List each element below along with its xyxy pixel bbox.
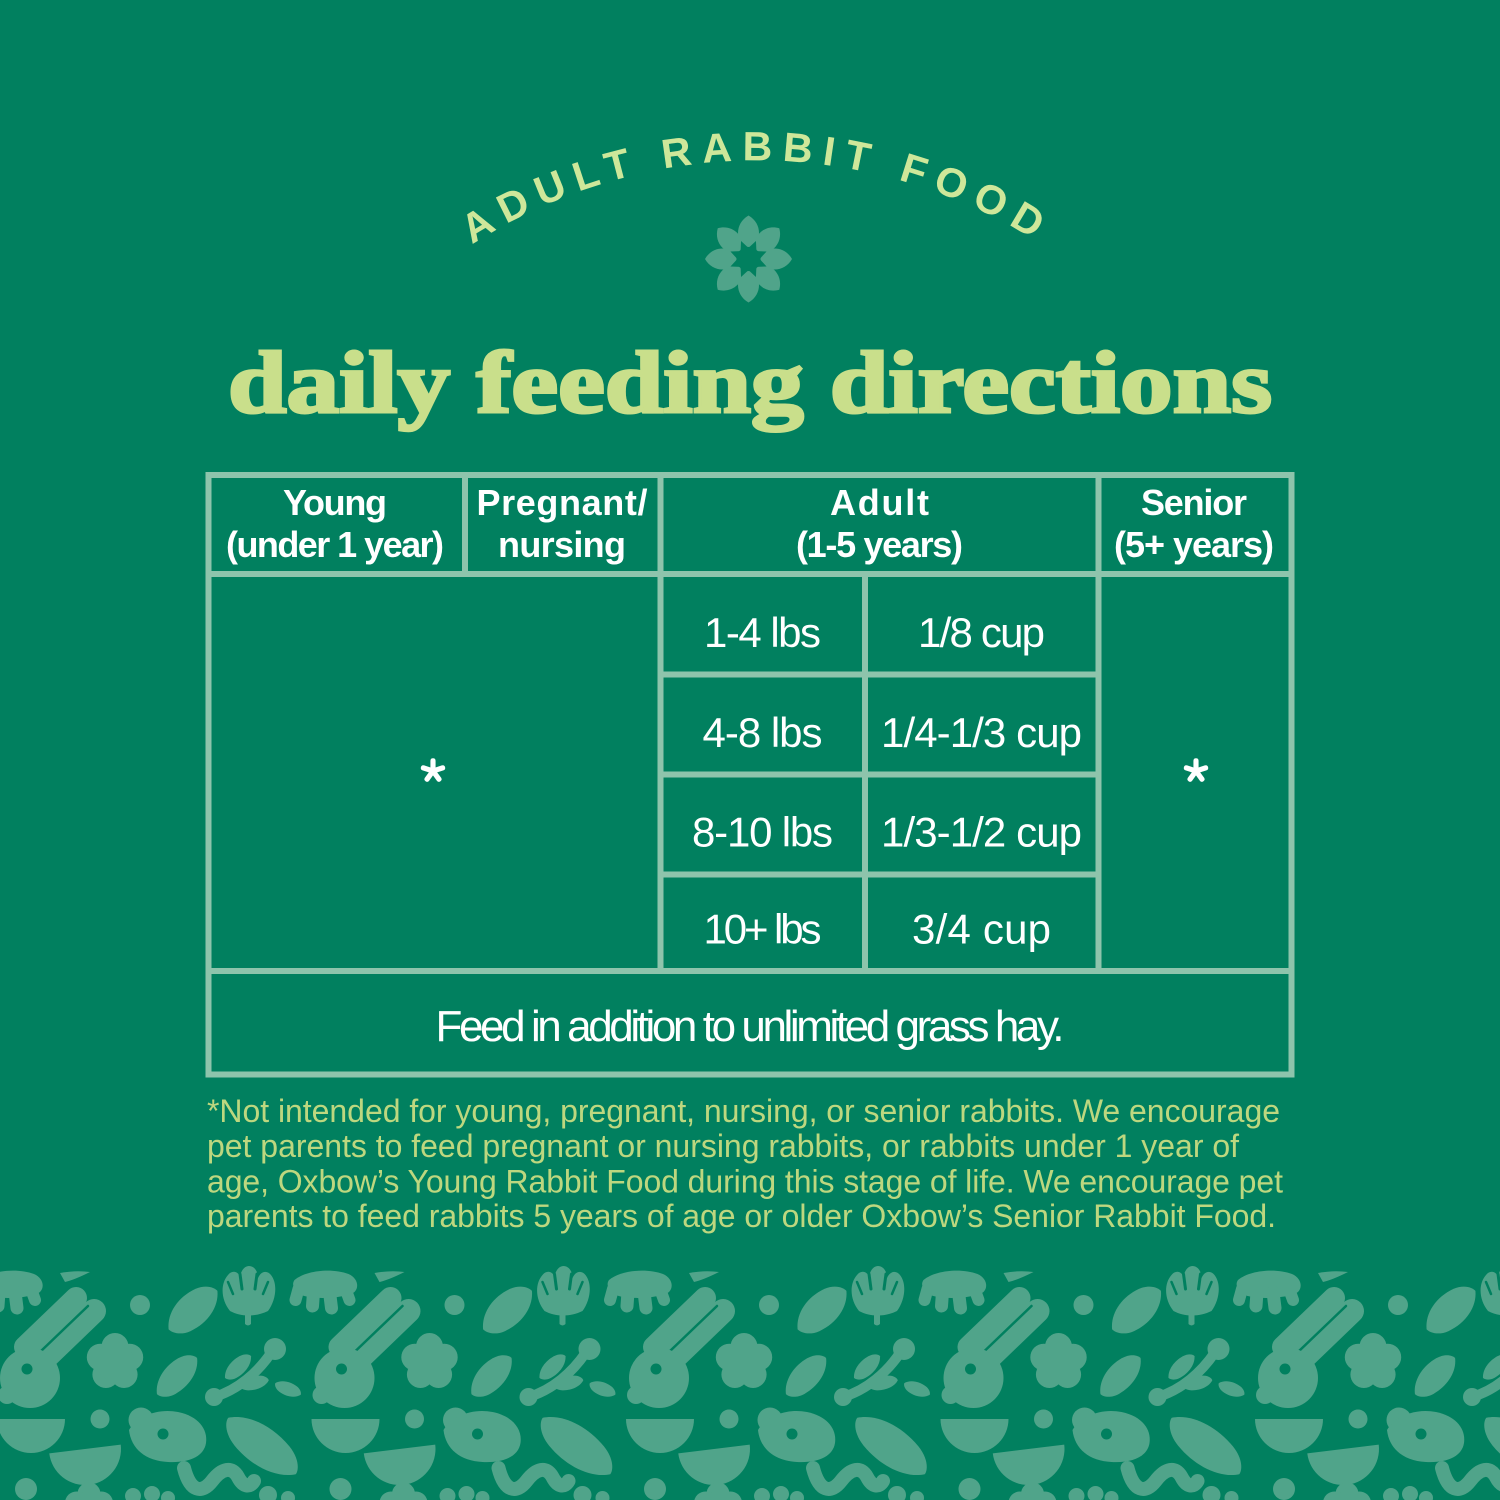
svg-text:1/8 cup: 1/8 cup <box>918 609 1045 656</box>
svg-text:3/4 cup: 3/4 cup <box>912 906 1051 953</box>
svg-text:daily feeding directions: daily feeding directions <box>228 335 1272 432</box>
svg-text:1/4-1/3 cup: 1/4-1/3 cup <box>881 709 1082 756</box>
svg-text:(5+ years): (5+ years) <box>1114 524 1274 565</box>
svg-text:1/3-1/2 cup: 1/3-1/2 cup <box>881 809 1082 856</box>
svg-text:age, Oxbow’s Young Rabbit Food: age, Oxbow’s Young Rabbit Food during th… <box>207 1164 1283 1200</box>
svg-text:Feed in addition to unlimited: Feed in addition to unlimited grass hay. <box>436 1002 1065 1051</box>
svg-text:10+ lbs: 10+ lbs <box>704 906 822 953</box>
svg-text:(1-5 years): (1-5 years) <box>796 524 963 565</box>
svg-text:parents to feed rabbits 5 year: parents to feed rabbits 5 years of age o… <box>207 1198 1276 1234</box>
svg-text:(under 1 year): (under 1 year) <box>226 524 444 565</box>
svg-text:4-8 lbs: 4-8 lbs <box>703 709 823 756</box>
svg-text:nursing: nursing <box>498 524 626 565</box>
svg-text:pet parents to feed pregnant o: pet parents to feed pregnant or nursing … <box>207 1128 1239 1164</box>
svg-text:*Not intended for young, pregn: *Not intended for young, pregnant, nursi… <box>207 1093 1280 1129</box>
svg-text:Senior: Senior <box>1141 482 1247 523</box>
svg-text:8-10 lbs: 8-10 lbs <box>692 809 833 856</box>
svg-text:Young: Young <box>283 482 387 523</box>
svg-text:Pregnant/: Pregnant/ <box>477 482 648 523</box>
svg-text:1-4 lbs: 1-4 lbs <box>704 609 821 656</box>
svg-text:Adult: Adult <box>830 482 929 523</box>
